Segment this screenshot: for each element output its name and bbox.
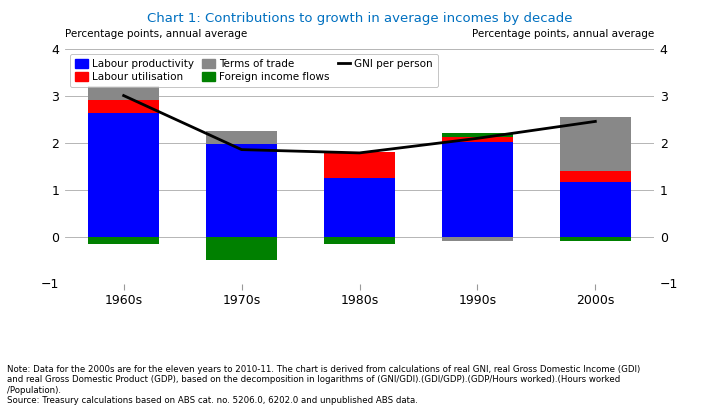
- Bar: [442, 237, 513, 241]
- Bar: [206, 144, 277, 237]
- Bar: [324, 237, 395, 243]
- Bar: [206, 131, 277, 144]
- Bar: [88, 100, 159, 113]
- Bar: [560, 171, 631, 183]
- Text: Percentage points, annual average: Percentage points, annual average: [65, 29, 247, 39]
- Bar: [442, 133, 513, 137]
- Text: Percentage points, annual average: Percentage points, annual average: [472, 29, 654, 39]
- Text: Note: Data for the 2000s are for the eleven years to 2010-11. The chart is deriv: Note: Data for the 2000s are for the ele…: [7, 365, 641, 405]
- Legend: Labour productivity, Labour utilisation, Terms of trade, Foreign income flows, G: Labour productivity, Labour utilisation,…: [70, 54, 438, 87]
- Text: Chart 1: Contributions to growth in average incomes by decade: Chart 1: Contributions to growth in aver…: [147, 12, 572, 25]
- Bar: [88, 113, 159, 237]
- Bar: [324, 152, 395, 178]
- Bar: [88, 237, 159, 243]
- Bar: [442, 142, 513, 237]
- Bar: [206, 237, 277, 260]
- Bar: [324, 178, 395, 237]
- Bar: [442, 137, 513, 142]
- Bar: [88, 86, 159, 100]
- Bar: [560, 183, 631, 237]
- Bar: [560, 117, 631, 171]
- Bar: [560, 237, 631, 241]
